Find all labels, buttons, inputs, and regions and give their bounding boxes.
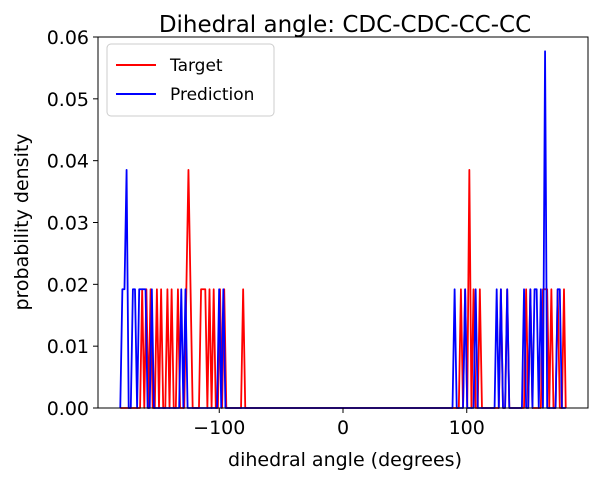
y-axis-label: probability density <box>11 133 33 310</box>
x-tick-label: 0 <box>337 417 349 439</box>
legend: Target Prediction <box>106 43 275 117</box>
y-tick-label: 0.01 <box>47 336 89 358</box>
x-tick-label: 100 <box>449 417 485 439</box>
x-axis: −100 0 100 <box>193 408 485 439</box>
legend-box <box>106 43 275 117</box>
y-tick-label: 0.05 <box>47 89 89 111</box>
x-tick-label: −100 <box>193 417 245 439</box>
y-tick-label: 0.04 <box>47 151 89 173</box>
y-tick-label: 0.00 <box>47 398 89 420</box>
y-tick-label: 0.03 <box>47 213 89 235</box>
legend-label-target: Target <box>169 56 223 76</box>
chart-title: Dihedral angle: CDC-CDC-CC-CC <box>159 12 531 38</box>
y-axis: 0.00 0.01 0.02 0.03 0.04 0.05 0.06 <box>47 27 98 420</box>
y-tick-label: 0.02 <box>47 274 89 296</box>
legend-label-prediction: Prediction <box>170 85 254 105</box>
y-tick-label: 0.06 <box>47 27 89 49</box>
x-axis-label: dihedral angle (degrees) <box>228 449 462 471</box>
